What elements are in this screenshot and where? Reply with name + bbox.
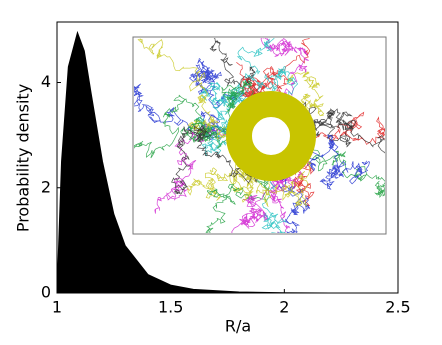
x-tick-label: 1 xyxy=(52,298,62,317)
trajectory xyxy=(284,95,353,148)
y-axis-label: Probability density xyxy=(14,84,33,232)
trajectory xyxy=(186,162,250,201)
trajectory xyxy=(154,124,230,214)
trajectory xyxy=(261,176,287,233)
trajectory xyxy=(171,124,260,195)
y-tick-label: 0 xyxy=(41,283,51,302)
trajectory xyxy=(236,38,299,101)
trajectory xyxy=(236,62,278,100)
x-tick-label: 2 xyxy=(279,298,289,317)
trajectory xyxy=(196,116,232,157)
trajectories xyxy=(134,38,385,233)
trajectory xyxy=(310,111,385,145)
trajectory xyxy=(205,177,273,233)
trajectory xyxy=(260,38,309,96)
trajectory xyxy=(303,134,370,190)
trajectory xyxy=(180,80,254,143)
ring xyxy=(226,91,316,181)
hole xyxy=(253,118,289,154)
trajectory xyxy=(238,161,312,208)
inset-image xyxy=(132,36,387,235)
axes-frame xyxy=(56,21,399,294)
trajectory xyxy=(309,145,385,198)
trajectory xyxy=(309,108,385,154)
y-tick-label: 2 xyxy=(41,177,51,196)
x-axis-label: R/a xyxy=(225,317,251,336)
x-tick-label: 2.5 xyxy=(385,298,410,317)
y-tick-label: 4 xyxy=(41,72,51,91)
x-tick-label: 1.5 xyxy=(158,298,183,317)
trajectory xyxy=(286,71,325,117)
trajectory xyxy=(231,160,307,233)
